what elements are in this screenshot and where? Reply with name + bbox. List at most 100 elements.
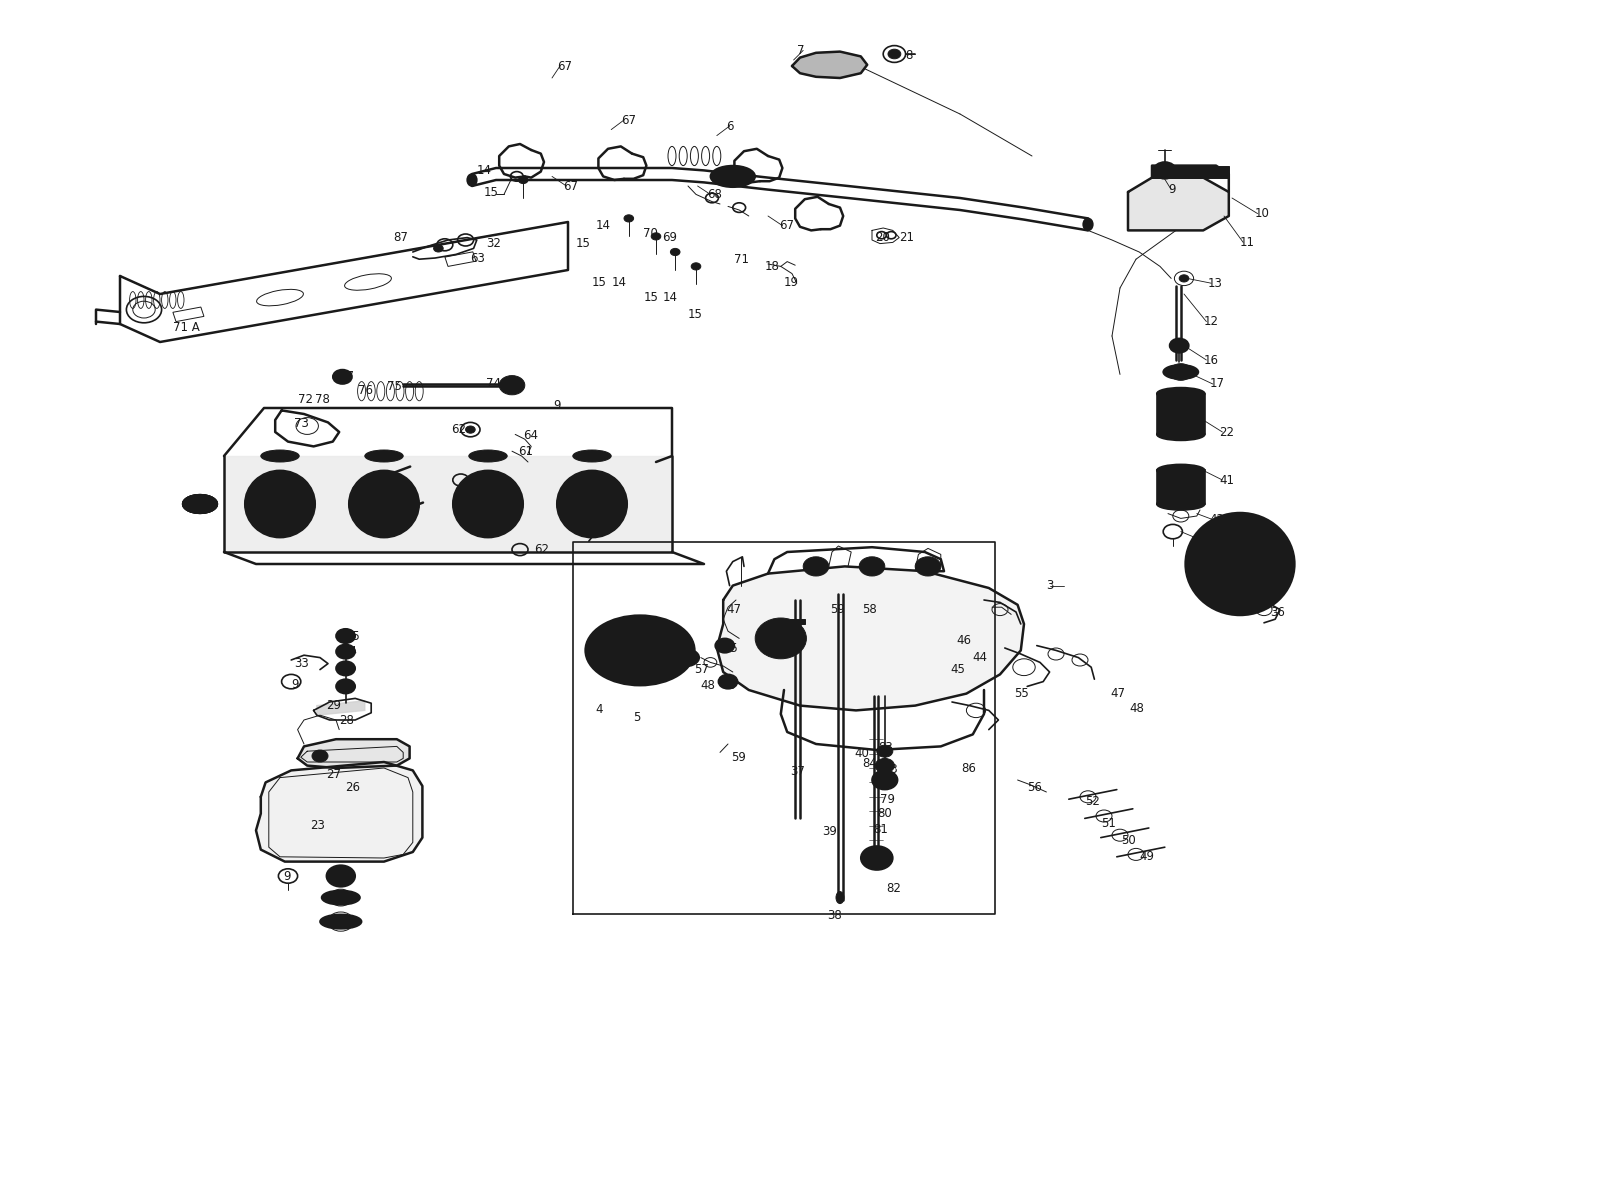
Ellipse shape (573, 450, 611, 462)
Ellipse shape (718, 169, 747, 184)
Circle shape (888, 49, 901, 59)
Text: 73: 73 (294, 418, 309, 430)
Circle shape (336, 629, 355, 643)
Text: 52: 52 (1085, 796, 1099, 808)
Ellipse shape (358, 479, 410, 529)
Bar (1157, 470, 1205, 504)
Text: 44: 44 (973, 652, 987, 664)
Text: 76: 76 (358, 384, 373, 396)
Text: 14: 14 (595, 220, 610, 232)
Polygon shape (1128, 178, 1229, 230)
Ellipse shape (1157, 498, 1205, 510)
Text: 38: 38 (827, 910, 842, 922)
Text: 83: 83 (722, 679, 736, 691)
Text: 48: 48 (701, 679, 715, 691)
Circle shape (691, 263, 701, 270)
Text: 47: 47 (1110, 688, 1125, 700)
Circle shape (1176, 395, 1186, 402)
Ellipse shape (469, 450, 507, 462)
Ellipse shape (670, 648, 699, 667)
Ellipse shape (566, 479, 618, 529)
Text: 17: 17 (1210, 378, 1224, 390)
Text: 67: 67 (557, 60, 571, 72)
Circle shape (859, 557, 885, 576)
Circle shape (872, 770, 898, 790)
Text: 36: 36 (1270, 606, 1285, 618)
Ellipse shape (434, 245, 443, 252)
Text: 78: 78 (315, 394, 330, 406)
Ellipse shape (1157, 464, 1205, 476)
Polygon shape (792, 52, 867, 78)
Text: 72: 72 (298, 394, 312, 406)
Text: 79: 79 (880, 793, 894, 805)
Text: 82: 82 (886, 882, 901, 894)
Bar (445, 252, 475, 266)
Text: 40: 40 (854, 748, 869, 760)
Bar (790, 619, 805, 624)
Text: 24: 24 (334, 918, 349, 930)
Text: 75: 75 (387, 380, 402, 392)
Ellipse shape (349, 470, 419, 538)
Text: 28: 28 (339, 714, 354, 726)
Text: 21: 21 (899, 232, 914, 244)
Text: 35: 35 (346, 630, 360, 642)
Text: 67: 67 (563, 180, 578, 192)
Text: 10: 10 (1254, 208, 1269, 220)
Circle shape (877, 745, 893, 757)
Text: 34: 34 (342, 646, 357, 658)
Ellipse shape (182, 494, 218, 514)
Text: 30: 30 (339, 682, 354, 694)
Text: 49: 49 (1139, 851, 1154, 863)
Text: 47: 47 (726, 604, 741, 616)
Ellipse shape (1213, 539, 1267, 589)
Text: 14: 14 (662, 292, 677, 304)
Bar (173, 307, 203, 322)
Circle shape (915, 557, 941, 576)
Text: 59: 59 (830, 604, 845, 616)
Ellipse shape (1163, 365, 1198, 379)
Ellipse shape (322, 890, 360, 905)
Text: 55: 55 (1014, 688, 1029, 700)
Text: 81: 81 (874, 823, 888, 835)
Text: 62: 62 (451, 424, 466, 436)
Bar (1157, 394, 1205, 434)
Ellipse shape (622, 638, 658, 662)
Text: 15: 15 (576, 238, 590, 250)
Ellipse shape (557, 470, 627, 538)
Circle shape (670, 248, 680, 256)
Text: 6: 6 (726, 120, 734, 132)
Ellipse shape (182, 494, 218, 514)
Text: 19: 19 (784, 276, 798, 288)
Circle shape (624, 215, 634, 222)
Circle shape (875, 758, 894, 773)
Text: 65: 65 (597, 478, 611, 490)
Circle shape (499, 376, 525, 395)
Text: 53: 53 (883, 763, 898, 775)
Text: 87: 87 (394, 232, 408, 244)
Text: 84: 84 (862, 757, 877, 769)
Circle shape (518, 176, 528, 184)
Text: 61: 61 (518, 445, 533, 457)
Text: 50: 50 (1122, 834, 1136, 846)
Text: 48: 48 (1130, 702, 1144, 714)
Ellipse shape (462, 479, 514, 529)
Circle shape (1154, 162, 1176, 179)
Text: 41: 41 (1219, 474, 1234, 486)
Text: 77: 77 (339, 371, 354, 383)
Circle shape (336, 679, 355, 694)
Text: 3: 3 (1046, 580, 1054, 592)
Circle shape (326, 865, 355, 887)
Text: 68: 68 (707, 188, 722, 200)
Text: 64: 64 (523, 430, 538, 442)
Ellipse shape (755, 618, 806, 659)
Text: 43: 43 (1206, 538, 1221, 550)
Text: 31: 31 (339, 664, 354, 676)
Ellipse shape (365, 450, 403, 462)
Ellipse shape (453, 470, 523, 538)
Text: 71 A: 71 A (173, 322, 200, 334)
Text: 8: 8 (906, 49, 914, 61)
Text: 25: 25 (339, 894, 354, 906)
Text: 26: 26 (346, 781, 360, 793)
Polygon shape (224, 456, 672, 552)
Text: 32: 32 (486, 238, 501, 250)
